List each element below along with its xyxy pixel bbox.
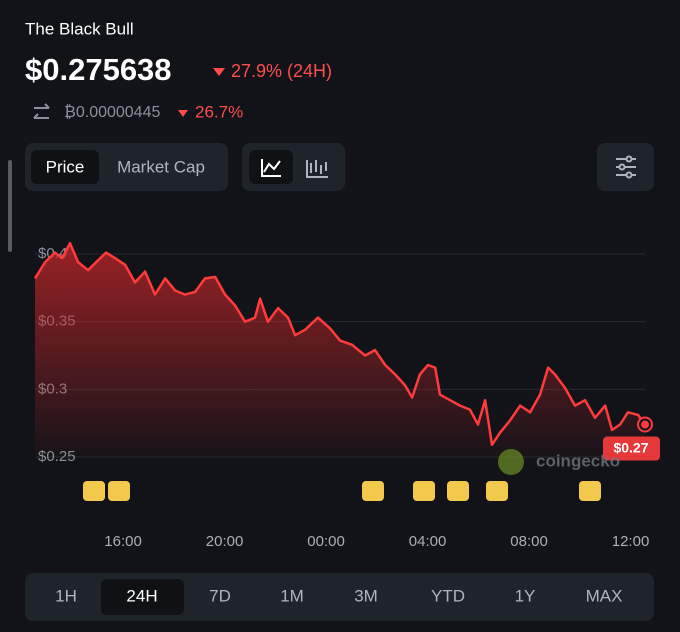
event-marker[interactable] (108, 481, 130, 501)
event-marker[interactable] (362, 481, 384, 501)
scrollbar (8, 160, 12, 252)
event-marker[interactable] (413, 481, 435, 501)
event-markers (83, 481, 601, 501)
x-tick-label: 12:00 (612, 533, 650, 550)
down-arrow (213, 68, 225, 76)
area (35, 243, 645, 457)
watermark-logo (498, 449, 524, 475)
price-line (33, 241, 647, 447)
x-tick-label: 08:00 (510, 533, 548, 550)
event-marker[interactable] (579, 481, 601, 501)
tab[interactable]: Price (46, 157, 85, 176)
plot: $0.25$0.3$0.35$0.416:0020:0000:0004:0008… (33, 241, 660, 550)
watermark: coingecko (536, 451, 620, 470)
last-price-box (603, 436, 660, 461)
range-button[interactable]: MAX (586, 586, 623, 605)
range-button[interactable]: 1Y (515, 586, 536, 605)
btc-change: 26.7% (195, 102, 243, 121)
x-tick-label: 16:00 (104, 533, 142, 550)
range-button[interactable]: 1H (55, 586, 77, 605)
last-point-dot (641, 420, 649, 429)
candle-icon[interactable] (306, 160, 328, 178)
range-button[interactable]: 7D (209, 586, 231, 605)
x-tick-label: 04:00 (409, 533, 447, 550)
event-marker[interactable] (486, 481, 508, 501)
settings-icon (616, 155, 636, 179)
price: $0.275638 (25, 52, 172, 87)
event-marker[interactable] (83, 481, 105, 501)
swap-icon (33, 103, 50, 119)
range-button[interactable]: 24H (126, 586, 157, 605)
range-buttons: 1H 24H 7D 1M 3M YTD 1Y MAX (55, 586, 622, 605)
down-arrow (178, 110, 188, 117)
range-active[interactable] (101, 579, 184, 615)
range-button[interactable]: 3M (354, 586, 378, 605)
btc-price: ₿0.00000445 (64, 103, 160, 121)
x-tick-label: 20:00 (206, 533, 244, 550)
x-tick-label: 00:00 (307, 533, 345, 550)
range-button[interactable]: YTD (431, 586, 465, 605)
line-icon (261, 159, 281, 177)
tab-active[interactable] (31, 150, 99, 184)
range-button[interactable]: 1M (280, 586, 304, 605)
price-change: 27.9% (24H) (231, 61, 332, 81)
tab[interactable]: Market Cap (117, 157, 205, 176)
event-marker[interactable] (447, 481, 469, 501)
last-price-label: $0.27 (613, 440, 648, 456)
coin-name: The Black Bull (25, 19, 134, 38)
